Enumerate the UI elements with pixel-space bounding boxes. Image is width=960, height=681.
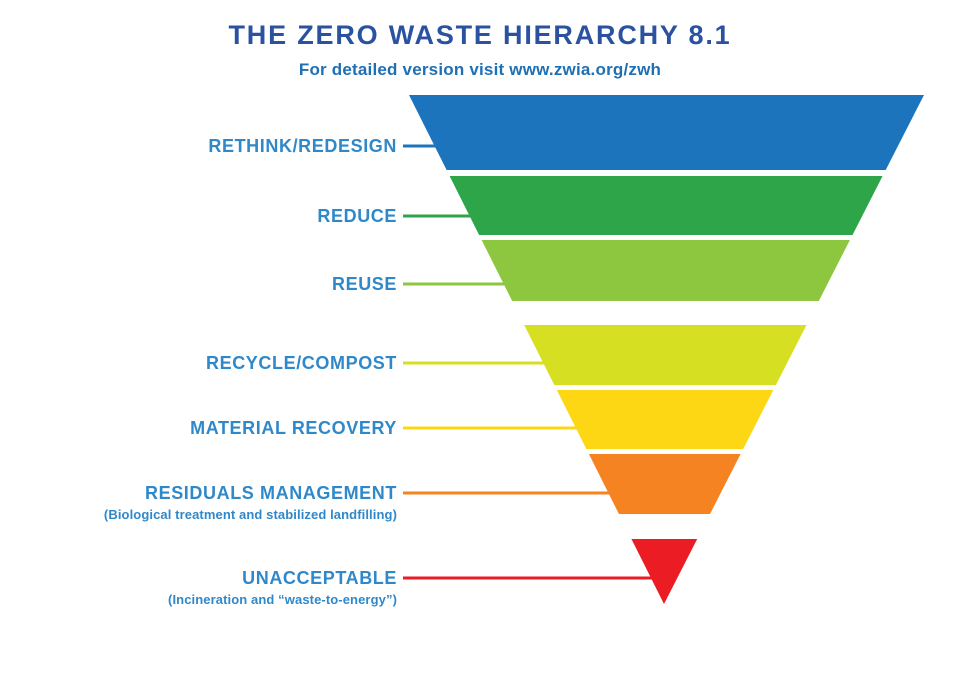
level-label-text: MATERIAL RECOVERY xyxy=(190,418,397,438)
level-label-text: REDUCE xyxy=(317,206,397,226)
funnel-segment-unacceptable xyxy=(631,539,698,604)
level-label-material-recovery: MATERIAL RECOVERY xyxy=(0,415,397,441)
page-title: THE ZERO WASTE HIERARCHY 8.1 xyxy=(228,20,732,50)
funnel-segment-material-recovery xyxy=(556,390,774,449)
level-sublabel-text: (Incineration and “waste-to-energy”) xyxy=(168,592,397,607)
funnel-segment-reuse xyxy=(481,240,850,301)
level-label-unacceptable: UNACCEPTABLE (Incineration and “waste-to-… xyxy=(0,565,397,608)
level-label-text: REUSE xyxy=(331,274,397,294)
level-label-reduce: REDUCE xyxy=(0,203,397,229)
funnel-segment-residuals-management xyxy=(588,454,741,514)
level-label-text: RETHINK/REDESIGN xyxy=(208,136,397,156)
level-label-residuals-management: RESIDUALS MANAGEMENT (Biological treatmen… xyxy=(0,480,397,523)
level-label-rethink-redesign: RETHINK/REDESIGN xyxy=(0,133,397,159)
funnel-segment-rethink-redesign xyxy=(409,95,924,170)
level-label-text: RESIDUALS MANAGEMENT xyxy=(144,483,397,503)
level-label-reuse: REUSE xyxy=(0,271,397,297)
level-label-text: RECYCLE/COMPOST xyxy=(205,353,397,373)
funnel-segment-recycle-compost xyxy=(524,325,807,385)
page-subtitle: For detailed version visit www.zwia.org/… xyxy=(298,60,662,79)
level-label-text: UNACCEPTABLE xyxy=(242,568,397,588)
level-label-recycle-compost: RECYCLE/COMPOST xyxy=(0,350,397,376)
funnel-segment-reduce xyxy=(449,176,883,235)
level-sublabel-text: (Biological treatment and stabilized lan… xyxy=(103,507,397,522)
